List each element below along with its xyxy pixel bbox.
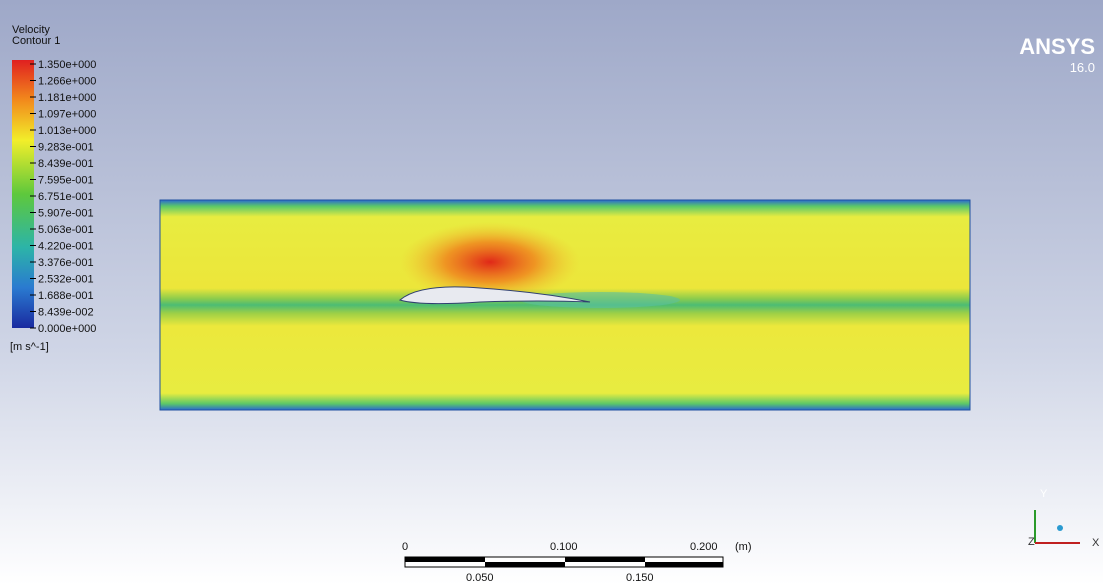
scale-label: 0.100: [550, 541, 578, 553]
legend-title: Velocity: [12, 24, 50, 36]
scale-label: 0.050: [466, 572, 494, 584]
legend-label: 9.283e-001: [38, 142, 94, 154]
scale-segment: [485, 562, 565, 567]
legend-label: 5.907e-001: [38, 208, 94, 220]
brand-version: 16.0: [1070, 60, 1095, 75]
triad-center: [1057, 525, 1063, 531]
wake: [520, 292, 680, 308]
scale-bar: 0 0.100 0.200 (m) 0.050 0.150: [402, 541, 752, 584]
scale-unit: (m): [735, 541, 752, 553]
legend-label: 1.266e+000: [38, 76, 96, 88]
legend-label: 1.181e+000: [38, 92, 96, 104]
airfoil: [398, 286, 591, 305]
triad-label: Y: [1040, 488, 1048, 500]
axis-triad: Y Z X: [1028, 488, 1100, 549]
legend-label: 4.220e-001: [38, 241, 94, 253]
legend-label: 6.751e-001: [38, 191, 94, 203]
legend-label: 1.013e+000: [38, 125, 96, 137]
scale-label: 0.200: [690, 541, 718, 553]
triad-label: Z: [1028, 536, 1035, 548]
legend-label: 8.439e-002: [38, 307, 94, 319]
legend-label: 1.688e-001: [38, 290, 94, 302]
legend-unit: [m s^-1]: [10, 341, 49, 353]
scale-label: 0.150: [626, 572, 654, 584]
brand-name: ANSYS: [1019, 34, 1095, 59]
scale-segment: [405, 557, 485, 562]
legend-label: 1.097e+000: [38, 109, 96, 121]
scale-label: 0: [402, 541, 408, 553]
color-bar: [12, 60, 34, 328]
legend-label: 8.439e-001: [38, 158, 94, 170]
legend-label: 1.350e+000: [38, 59, 96, 71]
scale-segment: [565, 557, 645, 562]
legend-label: 7.595e-001: [38, 175, 94, 187]
legend-label: 3.376e-001: [38, 257, 94, 269]
legend-title: Contour 1: [12, 35, 60, 47]
legend-label: 2.532e-001: [38, 274, 94, 286]
contour-domain: [159, 199, 971, 411]
legend-label: 0.000e+000: [38, 323, 96, 335]
legend: Velocity Contour 1 1.350e+000 1.266e+000 1…: [10, 24, 96, 353]
legend-label: 5.063e-001: [38, 224, 94, 236]
triad-label: X: [1092, 537, 1100, 549]
high-velocity-region: [400, 222, 580, 302]
scale-segment: [645, 562, 723, 567]
